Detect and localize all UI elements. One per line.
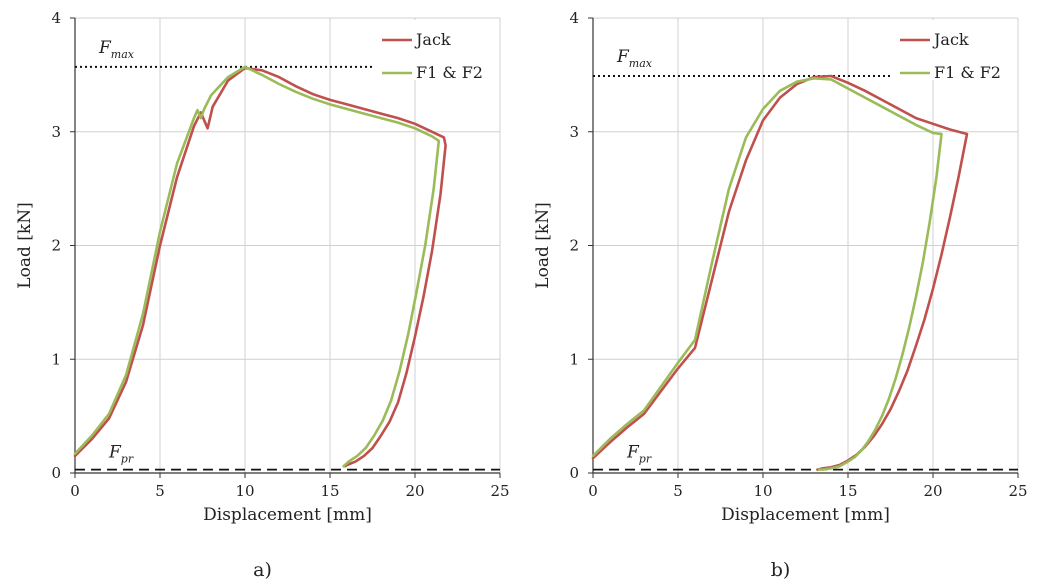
x-tick-label: 15 <box>838 482 857 500</box>
reference-label-main: F <box>626 443 640 463</box>
y-tick-label: 3 <box>569 123 579 141</box>
y-tick-label: 3 <box>51 123 61 141</box>
x-tick-label: 20 <box>923 482 942 500</box>
chart-panel-a: 0 5 10 15 20 25 0 1 2 3 4 Displacement [mm] Load [kN… <box>0 0 523 585</box>
legend-label: Jack <box>414 30 451 49</box>
x-tick-label: 0 <box>588 482 598 500</box>
legend-label: F1 & F2 <box>934 63 1001 82</box>
reference-label-main: F <box>616 47 630 67</box>
chart-a-svg: 0 5 10 15 20 25 0 1 2 3 4 Displacement [mm] Load [kN… <box>15 9 510 581</box>
y-tick-label: 0 <box>51 464 61 482</box>
reference-label-f-max: Fmax <box>616 47 653 70</box>
panel-caption: a) <box>253 559 272 581</box>
x-tick-label: 25 <box>490 482 509 500</box>
chart-panel-b: 0 5 10 15 20 25 0 1 2 3 4 Displacement [mm] Load [kN… <box>518 0 1041 585</box>
reference-label-sub: pr <box>121 453 134 466</box>
series-line-f1-f2 <box>73 65 441 468</box>
panel-caption: b) <box>771 559 791 581</box>
chart-b-svg: 0 5 10 15 20 25 0 1 2 3 4 Displacement [mm] Load [kN… <box>533 9 1028 581</box>
reference-label-main: F <box>108 443 122 463</box>
reference-label-f-pr: Fpr <box>108 443 134 466</box>
y-tick-label: 1 <box>569 350 579 368</box>
legend-box <box>374 20 499 80</box>
series-line-f1-f2 <box>591 77 943 471</box>
y-tick-label: 2 <box>569 237 579 255</box>
y-tick-label: 4 <box>51 9 61 27</box>
y-tick-label: 0 <box>569 464 579 482</box>
legend-box <box>892 20 1017 80</box>
reference-label-f-pr: Fpr <box>626 443 652 466</box>
legend-label: Jack <box>932 30 969 49</box>
series-line-jack <box>73 66 447 468</box>
x-tick-label: 25 <box>1008 482 1027 500</box>
x-axis-label: Displacement [mm] <box>721 505 890 525</box>
reference-label-sub: pr <box>639 453 652 466</box>
reference-label-sub: max <box>111 48 135 61</box>
reference-label-sub: max <box>629 57 653 70</box>
x-axis-label: Displacement [mm] <box>203 505 372 525</box>
x-tick-label: 0 <box>70 482 80 500</box>
legend-label: F1 & F2 <box>416 63 483 82</box>
x-tick-label: 20 <box>405 482 424 500</box>
x-tick-label: 15 <box>320 482 339 500</box>
reference-label-main: F <box>98 38 112 58</box>
x-tick-label: 10 <box>753 482 772 500</box>
y-axis-label: Load [kN] <box>533 202 553 288</box>
y-tick-label: 4 <box>569 9 579 27</box>
x-tick-label: 5 <box>673 482 683 500</box>
y-axis-label: Load [kN] <box>15 202 35 288</box>
series-line-jack <box>591 74 969 471</box>
x-tick-label: 5 <box>155 482 165 500</box>
y-tick-label: 1 <box>51 350 61 368</box>
y-tick-label: 2 <box>51 237 61 255</box>
x-tick-label: 10 <box>235 482 254 500</box>
reference-label-f-max: Fmax <box>98 38 135 61</box>
